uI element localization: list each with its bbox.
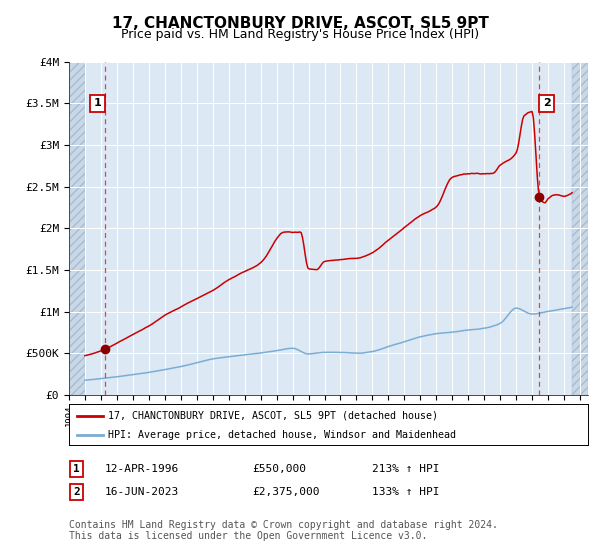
Text: 2: 2 [543,98,551,108]
Text: HPI: Average price, detached house, Windsor and Maidenhead: HPI: Average price, detached house, Wind… [108,430,456,440]
Text: £2,375,000: £2,375,000 [252,487,320,497]
Text: 2: 2 [73,487,80,497]
Text: £550,000: £550,000 [252,464,306,474]
Text: Contains HM Land Registry data © Crown copyright and database right 2024.
This d: Contains HM Land Registry data © Crown c… [69,520,498,542]
Text: 1: 1 [73,464,80,474]
Text: 133% ↑ HPI: 133% ↑ HPI [372,487,439,497]
Text: 17, CHANCTONBURY DRIVE, ASCOT, SL5 9PT (detached house): 17, CHANCTONBURY DRIVE, ASCOT, SL5 9PT (… [108,411,438,421]
Text: 1: 1 [94,98,101,108]
Text: Price paid vs. HM Land Registry's House Price Index (HPI): Price paid vs. HM Land Registry's House … [121,28,479,41]
Text: 213% ↑ HPI: 213% ↑ HPI [372,464,439,474]
Text: 16-JUN-2023: 16-JUN-2023 [105,487,179,497]
Text: 12-APR-1996: 12-APR-1996 [105,464,179,474]
Text: 17, CHANCTONBURY DRIVE, ASCOT, SL5 9PT: 17, CHANCTONBURY DRIVE, ASCOT, SL5 9PT [112,16,488,31]
